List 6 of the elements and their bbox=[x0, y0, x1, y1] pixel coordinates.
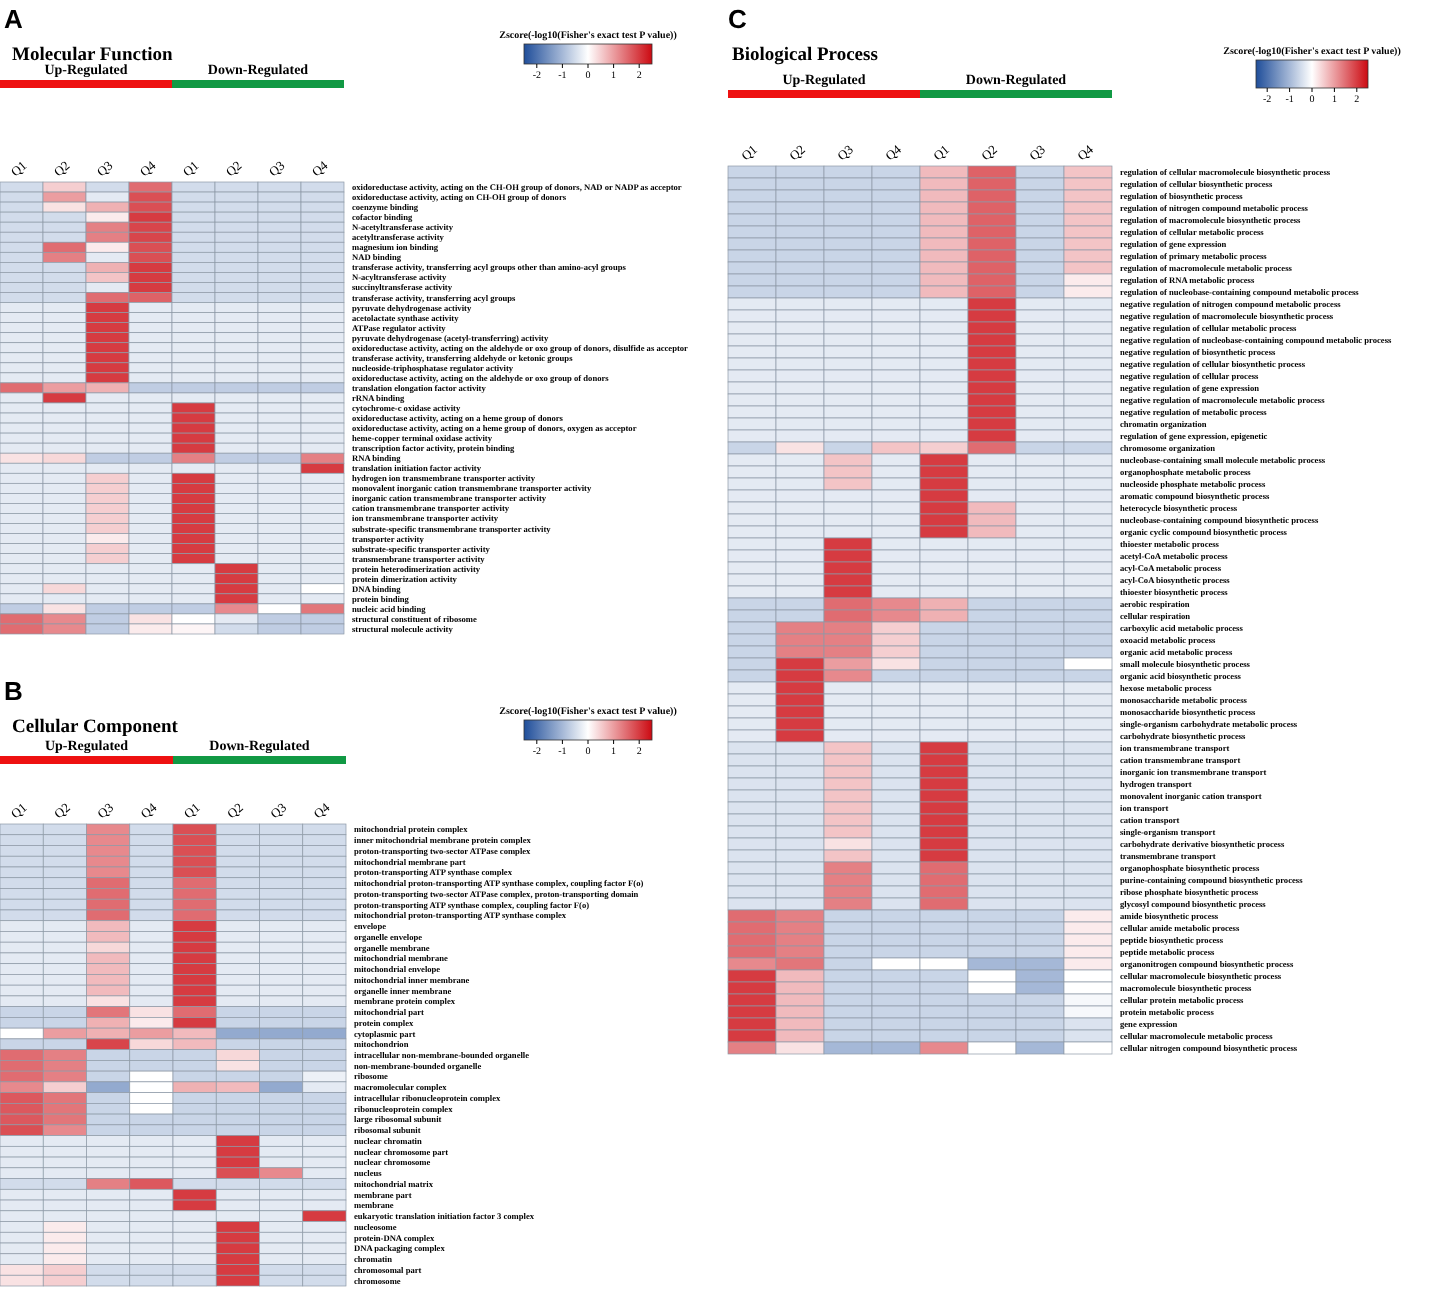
text: B bbox=[4, 676, 23, 706]
text: C bbox=[728, 4, 748, 34]
chart-title: Cellular Component bbox=[12, 718, 180, 738]
chart-title: Molecular Function bbox=[12, 46, 175, 66]
chart-title: Biological Process bbox=[732, 46, 879, 66]
text: A bbox=[4, 4, 24, 34]
